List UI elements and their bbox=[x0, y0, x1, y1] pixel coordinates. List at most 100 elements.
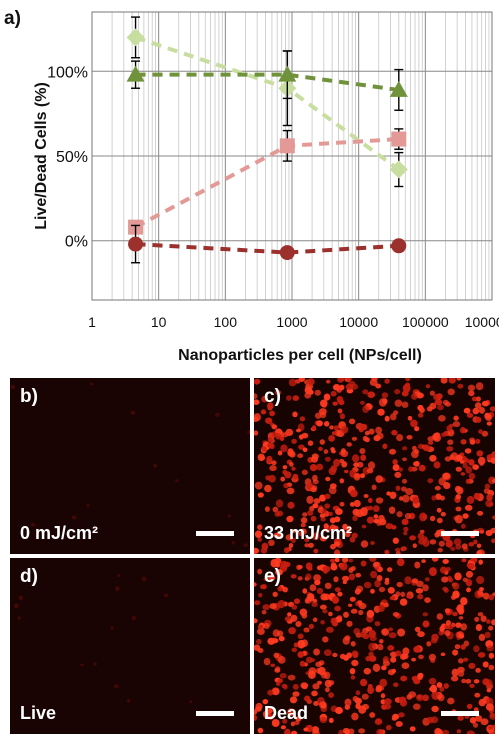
cell-nucleus bbox=[308, 542, 314, 548]
cell-nucleus bbox=[469, 683, 475, 688]
cell-nucleus bbox=[325, 456, 331, 462]
cell-nucleus bbox=[131, 615, 136, 621]
cell-nucleus bbox=[383, 703, 392, 710]
cell-nucleus bbox=[257, 537, 262, 542]
cell-nucleus bbox=[382, 443, 388, 450]
cell-nucleus bbox=[307, 510, 314, 516]
cell-nucleus bbox=[394, 389, 401, 395]
cell-nucleus bbox=[369, 558, 377, 562]
cell-nucleus bbox=[455, 622, 462, 628]
cell-nucleus bbox=[307, 378, 315, 386]
cell-nucleus bbox=[416, 392, 424, 399]
cell-nucleus bbox=[430, 638, 438, 644]
cell-nucleus bbox=[303, 628, 309, 633]
cell-nucleus bbox=[384, 549, 390, 554]
cell-nucleus bbox=[476, 550, 483, 554]
cell-nucleus bbox=[339, 501, 345, 507]
cell-nucleus bbox=[368, 642, 377, 652]
cell-nucleus bbox=[406, 594, 412, 599]
micrograph-d bbox=[10, 558, 250, 734]
cell-nucleus bbox=[335, 706, 343, 715]
cell-nucleus bbox=[368, 629, 376, 638]
cell-nucleus bbox=[308, 389, 314, 395]
cell-nucleus bbox=[298, 565, 303, 569]
cell-nucleus bbox=[312, 503, 319, 509]
cell-nucleus bbox=[292, 691, 300, 697]
cell-nucleus bbox=[282, 432, 289, 438]
cell-nucleus bbox=[339, 478, 345, 484]
cell-nucleus bbox=[395, 591, 401, 597]
cell-nucleus bbox=[304, 537, 310, 543]
cell-nucleus bbox=[330, 543, 336, 550]
cell-nucleus bbox=[363, 494, 369, 498]
cell-nucleus bbox=[476, 575, 485, 585]
cell-nucleus bbox=[465, 678, 472, 684]
cell-nucleus bbox=[457, 607, 465, 614]
cell-nucleus bbox=[334, 558, 340, 563]
cell-nucleus bbox=[427, 440, 434, 445]
cell-nucleus bbox=[339, 384, 345, 391]
cell-nucleus bbox=[481, 430, 489, 437]
cell-nucleus bbox=[410, 419, 418, 428]
cell-nucleus bbox=[411, 657, 416, 662]
cell-nucleus bbox=[428, 677, 437, 685]
cell-nucleus bbox=[323, 393, 331, 401]
cell-nucleus bbox=[293, 642, 299, 648]
cell-nucleus bbox=[414, 561, 421, 569]
cell-nucleus bbox=[384, 415, 390, 422]
cell-nucleus bbox=[285, 534, 294, 541]
cell-nucleus bbox=[261, 395, 268, 403]
cell-nucleus bbox=[260, 410, 267, 415]
cell-nucleus bbox=[417, 673, 423, 680]
cell-nucleus bbox=[353, 473, 361, 481]
cell-nucleus bbox=[472, 722, 479, 728]
cell-nucleus bbox=[475, 438, 481, 444]
cell-nucleus bbox=[311, 601, 318, 608]
cell-nucleus bbox=[435, 729, 444, 734]
cell-nucleus bbox=[359, 400, 365, 405]
cell-nucleus bbox=[275, 569, 283, 576]
cell-nucleus bbox=[402, 647, 410, 656]
cell-nucleus bbox=[385, 523, 394, 530]
cell-nucleus bbox=[476, 543, 482, 549]
data-point bbox=[391, 238, 407, 254]
cell-nucleus bbox=[449, 454, 455, 460]
cell-nucleus bbox=[349, 536, 356, 543]
cell-nucleus bbox=[436, 507, 442, 513]
cell-nucleus bbox=[313, 648, 320, 656]
cell-nucleus bbox=[486, 421, 492, 426]
cell-nucleus bbox=[324, 503, 331, 509]
cell-nucleus bbox=[296, 428, 301, 433]
cell-nucleus bbox=[373, 518, 380, 524]
cell-nucleus bbox=[466, 587, 471, 593]
cell-nucleus bbox=[434, 485, 441, 491]
cell-nucleus bbox=[416, 580, 424, 587]
cell-nucleus bbox=[413, 646, 421, 653]
cell-nucleus bbox=[475, 382, 484, 391]
cell-nucleus bbox=[257, 628, 265, 635]
cell-nucleus bbox=[369, 712, 376, 718]
cell-nucleus bbox=[478, 559, 483, 565]
cell-nucleus bbox=[330, 617, 337, 625]
cell-nucleus bbox=[322, 593, 330, 601]
cell-nucleus bbox=[372, 663, 381, 672]
cell-nucleus bbox=[348, 558, 354, 563]
panel-b: b) 0 mJ/cm² bbox=[10, 378, 250, 554]
cell-nucleus bbox=[254, 600, 261, 606]
cell-nucleus bbox=[431, 495, 437, 501]
cell-nucleus bbox=[311, 532, 320, 541]
cell-nucleus bbox=[478, 633, 486, 641]
cell-nucleus bbox=[342, 727, 350, 734]
cell-nucleus bbox=[274, 511, 280, 517]
cell-nucleus bbox=[282, 465, 288, 470]
cell-nucleus bbox=[291, 438, 297, 444]
cell-nucleus bbox=[375, 475, 383, 483]
cell-nucleus bbox=[437, 404, 444, 411]
cell-nucleus bbox=[390, 656, 397, 663]
cell-nucleus bbox=[383, 656, 389, 662]
cell-nucleus bbox=[80, 663, 84, 667]
cell-nucleus bbox=[447, 439, 454, 445]
cell-nucleus bbox=[455, 454, 463, 462]
cell-nucleus bbox=[392, 537, 399, 544]
cell-nucleus bbox=[436, 682, 443, 688]
